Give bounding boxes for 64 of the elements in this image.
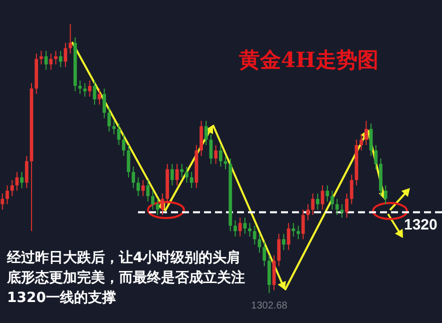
candlestick <box>136 176 140 197</box>
candlestick <box>296 225 300 240</box>
candlestick <box>364 120 368 146</box>
candlestick <box>107 106 111 132</box>
candlestick <box>24 155 28 189</box>
candlestick <box>224 155 228 170</box>
candlestick <box>112 120 116 135</box>
candlestick <box>141 180 145 197</box>
text: 黄金4H走势图 <box>238 47 378 72</box>
candlestick <box>0 192 4 210</box>
candlestick <box>102 88 106 119</box>
candlestick <box>350 174 354 205</box>
annotation: 经过昨日大跌后，让4小时级别的头肩底形态更加完美，而最终是否成立关注1320一线的支撑 <box>6 249 245 306</box>
candlestick <box>54 50 58 65</box>
candlestick <box>218 144 222 168</box>
candlestick <box>286 222 290 250</box>
candlestick <box>122 134 126 156</box>
candlestick <box>316 192 320 210</box>
candlestick <box>40 50 43 65</box>
candlestick <box>185 166 188 184</box>
candlestick <box>10 180 14 197</box>
candlestick <box>6 184 9 205</box>
candlestick <box>258 233 262 254</box>
candlestick <box>374 144 378 170</box>
candlestick <box>292 222 296 238</box>
candlestick <box>204 120 208 146</box>
candlestick <box>180 163 184 178</box>
candlestick <box>88 80 92 98</box>
candlestick <box>282 233 286 250</box>
candlestick <box>58 50 62 68</box>
candlestick <box>326 184 330 202</box>
candlestick <box>262 241 266 267</box>
candlestick <box>68 24 72 54</box>
text: 1302.68 <box>251 300 288 312</box>
candlestick <box>146 180 150 202</box>
candlestick <box>49 53 53 70</box>
candlestick <box>98 88 102 106</box>
candlestick <box>234 220 237 238</box>
candlestick <box>83 82 87 98</box>
candlestick <box>360 134 364 151</box>
candlestick <box>117 123 121 146</box>
candlestick <box>335 198 339 216</box>
text: 1320 <box>404 216 438 234</box>
candlestick <box>340 204 344 218</box>
candlestick <box>214 144 218 164</box>
candlestick <box>277 233 281 267</box>
candlestick <box>243 217 247 234</box>
candlestick <box>301 209 305 240</box>
candlestick <box>252 225 256 246</box>
candlestick <box>238 217 242 238</box>
candlestick <box>44 50 48 70</box>
candlestick <box>151 190 154 210</box>
candlestick <box>20 171 24 189</box>
candlestick <box>92 80 96 106</box>
candlestick <box>170 163 174 186</box>
candlestick <box>311 192 315 216</box>
candlestick <box>132 166 136 189</box>
candlestick <box>330 190 334 210</box>
candlestick <box>156 198 160 216</box>
candlestick <box>248 222 252 238</box>
candlestick <box>384 184 388 205</box>
candlestick <box>190 171 194 189</box>
candlestick <box>306 204 310 221</box>
candlestick <box>345 192 348 218</box>
